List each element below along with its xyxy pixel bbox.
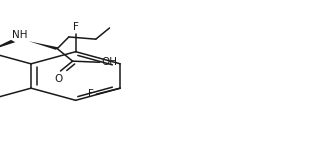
Text: OH: OH xyxy=(101,57,118,67)
Polygon shape xyxy=(29,41,59,50)
Text: F: F xyxy=(73,22,79,32)
Text: O: O xyxy=(55,74,63,84)
Text: F: F xyxy=(88,89,94,99)
Text: NH: NH xyxy=(13,30,28,40)
Polygon shape xyxy=(0,40,15,52)
